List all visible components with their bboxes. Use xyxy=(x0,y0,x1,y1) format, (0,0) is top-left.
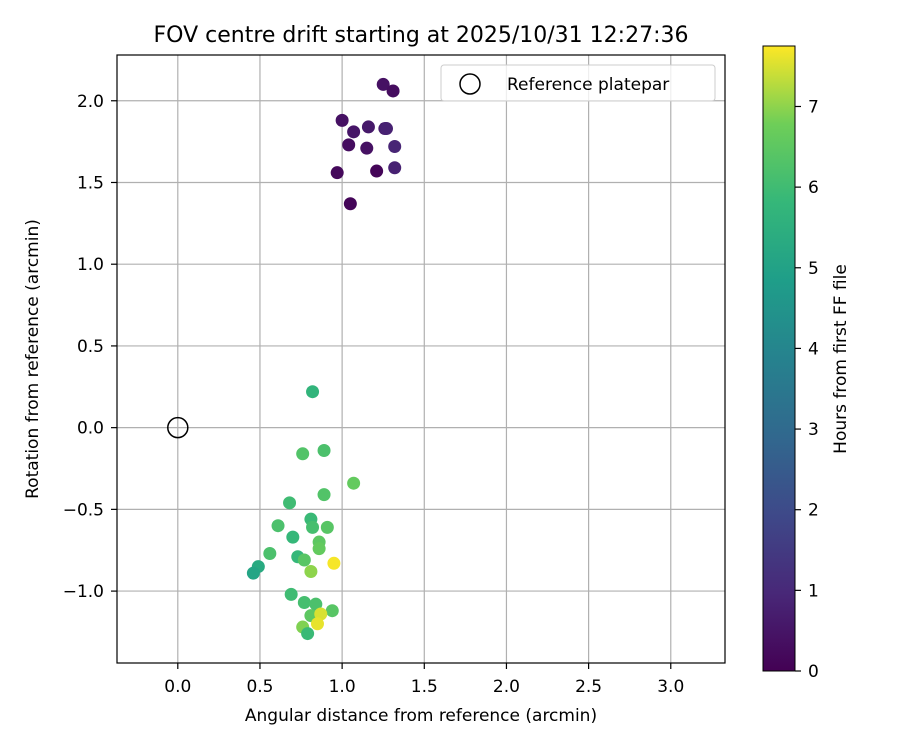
colorbar-tick-label: 0 xyxy=(808,662,819,682)
scatter-point xyxy=(325,604,339,618)
scatter-point xyxy=(297,596,311,610)
plot-frame xyxy=(116,54,726,664)
scatter-point xyxy=(286,530,300,544)
colorbar-tick-label: 2 xyxy=(808,501,819,521)
scatter-point xyxy=(335,113,349,127)
scatter-point xyxy=(320,520,334,534)
x-tick-label: 2.0 xyxy=(493,677,520,697)
y-axis-ticks: −1.0 −0.5 0.0 0.5 1.0 1.5 2.0 xyxy=(63,92,117,602)
y-tick-label: 1.0 xyxy=(77,255,104,275)
x-axis-ticks: 0.0 0.5 1.0 1.5 2.0 2.5 3.0 xyxy=(164,663,684,697)
scatter-point xyxy=(306,385,320,399)
scatter-point xyxy=(301,627,315,641)
scatter-point xyxy=(330,166,344,180)
x-tick-label: 1.5 xyxy=(411,677,438,697)
scatter-point xyxy=(317,488,331,502)
scatter-point xyxy=(388,161,402,175)
reference-platepar-marker xyxy=(167,416,189,439)
scatter-point xyxy=(342,138,356,152)
scatter-point xyxy=(343,197,357,211)
scatter-point xyxy=(296,447,310,461)
x-tick-label: 0.0 xyxy=(164,677,191,697)
scatter-point xyxy=(310,617,324,631)
scatter-point xyxy=(263,546,277,560)
scatter-point xyxy=(306,520,320,534)
scatter-point xyxy=(386,84,400,98)
scatter-point xyxy=(347,125,361,139)
scatter-point xyxy=(284,587,298,601)
y-tick-label: 2.0 xyxy=(77,92,104,112)
scatter-point xyxy=(360,141,374,155)
colorbar-ticks: 0 1 2 3 4 5 6 7 xyxy=(795,97,819,682)
colorbar-tick-label: 7 xyxy=(808,97,819,117)
x-tick-label: 2.5 xyxy=(575,677,602,697)
scatter-point xyxy=(246,566,260,580)
x-axis-label: Angular distance from reference (arcmin) xyxy=(245,706,597,726)
scatter-point xyxy=(317,444,331,458)
y-tick-label: 0.5 xyxy=(77,337,104,357)
scatter-point xyxy=(327,556,341,570)
reference-marker-layer xyxy=(167,416,189,439)
legend-box xyxy=(440,64,716,102)
scatter-point xyxy=(314,607,328,621)
x-tick-label: 1.0 xyxy=(329,677,356,697)
colorbar-tick-label: 6 xyxy=(808,178,819,198)
scatter-point xyxy=(361,120,375,134)
y-tick-label: 0.0 xyxy=(77,419,104,439)
scatter-point xyxy=(376,77,390,91)
colorbar-tick-label: 4 xyxy=(808,339,819,359)
scatter-point xyxy=(379,122,393,136)
grid-lines xyxy=(117,55,725,663)
y-axis-label: Rotation from reference (arcmin) xyxy=(23,219,43,499)
scatter-point xyxy=(304,564,318,578)
data-points xyxy=(246,77,402,641)
scatter-point xyxy=(388,140,402,154)
y-tick-label: −0.5 xyxy=(63,500,104,520)
legend-entry-label: Reference platepar xyxy=(507,75,669,95)
colorbar-tick-label: 1 xyxy=(808,581,819,601)
colorbar-tick-label: 5 xyxy=(808,259,819,279)
colorbar-label: Hours from first FF file xyxy=(831,264,851,454)
y-tick-label: −1.0 xyxy=(63,582,104,602)
legend-marker-open-circle xyxy=(459,73,481,95)
scatter-point xyxy=(297,553,311,567)
chart-title: FOV centre drift starting at 2025/10/31 … xyxy=(154,23,689,48)
scatter-point xyxy=(283,496,297,510)
scatter-point xyxy=(347,476,361,490)
scatter-point xyxy=(312,542,326,556)
colorbar-tick-label: 3 xyxy=(808,420,819,440)
scatter-point xyxy=(271,519,285,533)
x-tick-label: 0.5 xyxy=(246,677,273,697)
y-tick-label: 1.5 xyxy=(77,173,104,193)
colorbar-gradient xyxy=(762,45,796,672)
scatter-point xyxy=(370,164,384,178)
x-tick-label: 3.0 xyxy=(657,677,684,697)
legend: Reference platepar xyxy=(440,64,716,102)
colorbar: 0 1 2 3 4 5 6 7 Hours from first FF file xyxy=(762,45,851,682)
scatter-point xyxy=(309,597,323,611)
